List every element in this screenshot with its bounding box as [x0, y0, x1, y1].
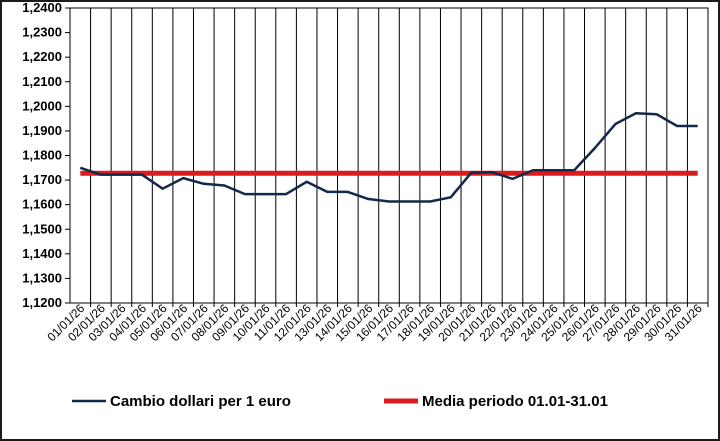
plot-area	[69, 7, 709, 304]
y-tick-label: 1,1200	[22, 295, 62, 310]
x-axis-ticks: 01/01/2602/01/2603/01/2604/01/2605/01/26…	[44, 301, 709, 344]
legend: Cambio dollari per 1 euro Media periodo 0…	[72, 393, 608, 410]
y-tick-label: 1,2200	[22, 49, 62, 64]
series-layer	[79, 111, 698, 203]
y-tick-label: 1,2000	[22, 98, 62, 113]
y-tick-label: 1,1400	[22, 246, 62, 261]
y-tick-label: 1,2100	[22, 74, 62, 89]
gridlines	[90, 8, 688, 303]
series-line-0	[79, 111, 698, 203]
y-tick-label: 1,1300	[22, 270, 62, 285]
legend-label: Cambio dollari per 1 euro	[110, 393, 291, 410]
legend-label: Media periodo 01.01-31.01	[422, 393, 608, 410]
y-tick-label: 1,1500	[22, 221, 62, 236]
y-axis-ticks: 1,1200 1,1300 1,1400 1,1500 1,1600 1,1700 1,18…	[22, 0, 70, 310]
y-tick-label: 1,2400	[22, 0, 62, 15]
y-tick-label: 1,1900	[22, 123, 62, 138]
y-tick-label: 1,1800	[22, 148, 62, 163]
y-tick-label: 1,2300	[22, 25, 62, 40]
y-tick-label: 1,1600	[22, 197, 62, 212]
y-tick-label: 1,1700	[22, 172, 62, 187]
